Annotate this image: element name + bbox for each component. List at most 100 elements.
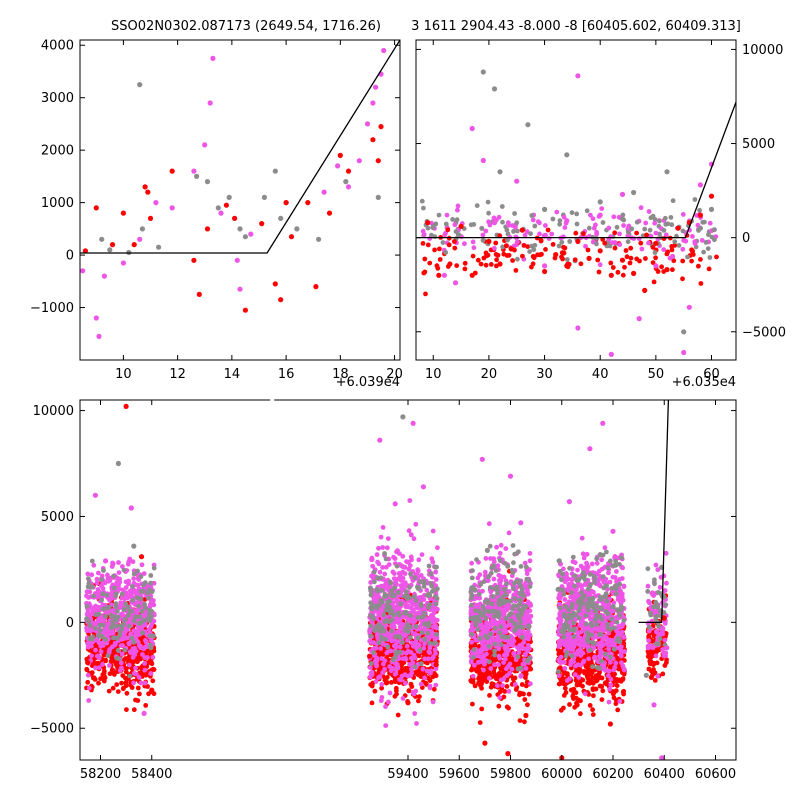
bottom-point-red	[92, 677, 98, 682]
bottom-point-magenta	[119, 665, 124, 671]
bottom-point-gray	[512, 551, 518, 557]
bottom-point-magenta	[148, 671, 154, 676]
top-right-point-magenta	[619, 191, 626, 197]
top-right-point-gray	[665, 221, 671, 227]
top-right-point-magenta	[514, 239, 520, 245]
top-right-point-gray	[421, 205, 426, 211]
top-left-point-gray	[194, 173, 200, 179]
top-left-point-magenta	[93, 315, 99, 321]
top-right-point-gray	[680, 228, 686, 234]
bottom-point-magenta	[410, 690, 416, 695]
bottom-point-red	[114, 660, 120, 665]
top-right-point-magenta	[554, 209, 560, 215]
bottom-point-magenta	[107, 647, 113, 652]
bottom-point-gray	[140, 630, 146, 636]
bottom-point-gray	[429, 589, 435, 594]
top-right-point-red	[631, 270, 637, 276]
bottom-plot-area	[84, 400, 670, 760]
bottom-point-magenta	[385, 536, 391, 541]
bottom-point-magenta	[138, 680, 144, 686]
top-left-point-red	[147, 215, 154, 221]
top-left-x-tick-label: 10	[115, 367, 132, 382]
bottom-point-magenta	[421, 597, 427, 602]
bottom-point-magenta	[522, 646, 527, 652]
top-right-point-magenta	[638, 205, 644, 211]
bottom-point-magenta	[130, 655, 136, 660]
bottom-point-magenta	[85, 571, 91, 577]
top-right-point-magenta	[599, 206, 605, 212]
bottom-point-gray	[100, 622, 106, 628]
bottom-point-gray	[387, 599, 392, 604]
top-right-point-magenta	[427, 236, 433, 242]
top-right-point-gray	[471, 222, 477, 227]
bottom-point-magenta	[85, 644, 91, 650]
bottom-point-magenta	[497, 550, 503, 556]
bottom-point-gray	[485, 600, 490, 606]
top-left-point-magenta	[80, 268, 86, 274]
bottom-point-red	[110, 685, 116, 691]
top-right-point-gray	[697, 225, 704, 231]
bottom-point-gray	[368, 592, 374, 598]
bottom-point-red	[102, 674, 107, 680]
top-right-point-red	[651, 279, 657, 285]
bottom-point-red	[525, 702, 530, 708]
bottom-point-red	[504, 684, 510, 689]
bottom-point-gray	[368, 633, 374, 639]
bottom-point-magenta	[93, 647, 98, 653]
top-right-x-tick-label: 30	[536, 367, 553, 382]
top-right-point-magenta	[707, 220, 713, 226]
bottom-point-red	[121, 685, 126, 691]
top-right-point-gray	[500, 219, 505, 225]
top-right-point-magenta	[590, 216, 596, 222]
top-left-point-gray	[242, 234, 248, 240]
bottom-point-magenta	[410, 619, 416, 625]
bottom-point-red	[600, 688, 606, 694]
top-right-point-gray	[564, 152, 570, 158]
bottom-point-gray	[397, 635, 403, 641]
top-right-point-red	[620, 272, 626, 278]
bottom-point-magenta	[100, 602, 106, 608]
bottom-point-magenta	[370, 573, 376, 579]
bottom-point-magenta	[468, 659, 474, 665]
bottom-point-magenta	[94, 576, 100, 582]
bottom-point-gray	[488, 631, 493, 637]
top-right-point-magenta	[699, 238, 705, 243]
top-right-point-gray	[564, 257, 570, 262]
bottom-point-magenta	[141, 571, 147, 576]
top-right-point-magenta	[561, 214, 567, 220]
bottom-point-gray	[110, 622, 116, 628]
bottom-point-gray	[382, 551, 387, 556]
bottom-point-magenta	[122, 595, 128, 601]
bottom-point-magenta	[389, 633, 394, 638]
top-right-point-gray	[556, 243, 562, 249]
top-right-point-red	[545, 227, 551, 233]
top-right-point-red	[478, 261, 484, 267]
top-right-point-red	[623, 248, 629, 253]
bottom-point-magenta	[374, 663, 379, 669]
bottom-point-magenta	[131, 649, 136, 655]
bottom-point-gray	[115, 647, 121, 653]
bottom-point-gray	[148, 573, 154, 578]
top-right-point-magenta	[462, 241, 467, 247]
bottom-point-gray	[492, 625, 498, 631]
bottom-point-red	[474, 668, 480, 674]
bottom-point-magenta	[419, 552, 425, 557]
top-left-point-red	[345, 168, 352, 174]
bottom-point-magenta	[432, 647, 438, 653]
top-right-point-red	[675, 225, 681, 231]
top-right-point-magenta	[487, 222, 493, 228]
bottom-point-magenta	[408, 650, 414, 655]
bottom-point-magenta	[395, 605, 400, 611]
top-right-point-magenta	[522, 232, 528, 238]
bottom-point-magenta	[486, 521, 492, 527]
top-right-point-magenta	[455, 203, 461, 209]
bottom-point-magenta	[503, 629, 509, 635]
top-right-point-gray	[706, 232, 711, 238]
bottom-point-magenta	[128, 631, 134, 637]
top-left-point-gray	[272, 168, 278, 174]
top-right-point-magenta	[491, 220, 498, 226]
bottom-point-gray	[494, 584, 500, 590]
top-right-point-red	[653, 255, 658, 261]
bottom-point-gray	[147, 607, 153, 613]
top-right-point-red	[538, 238, 544, 244]
